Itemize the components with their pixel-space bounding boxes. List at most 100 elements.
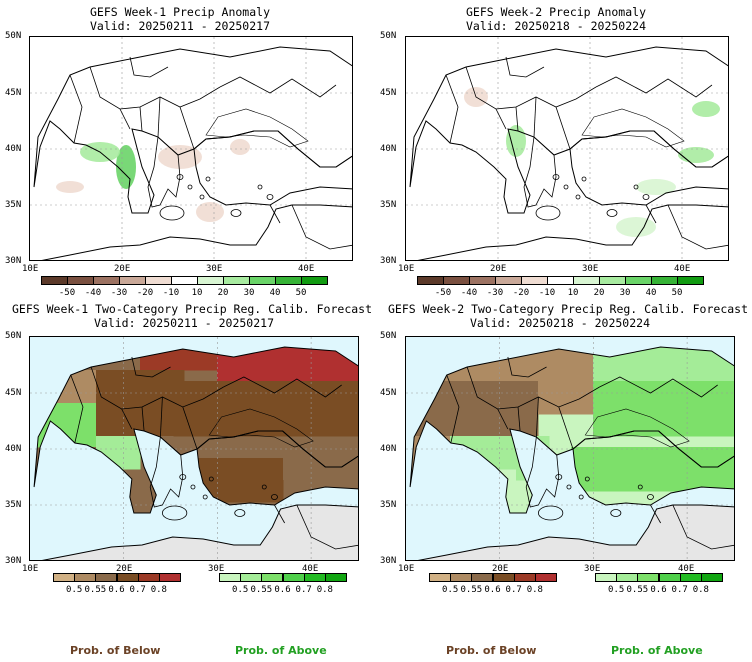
probability-cell (637, 414, 649, 426)
anomaly-patch (116, 145, 136, 189)
anomaly-patch (692, 101, 720, 117)
probability-cell (604, 480, 616, 492)
country-border (89, 66, 221, 110)
country-border (274, 504, 285, 524)
probability-cell (162, 403, 174, 415)
probability-cell (725, 469, 734, 481)
probability-cell (483, 370, 495, 382)
probability-cell (626, 458, 638, 470)
probability-cell (725, 425, 734, 437)
island (584, 476, 590, 482)
probability-cell (593, 392, 605, 404)
probability-cell (338, 458, 350, 470)
colorbar-label: -10 (538, 288, 556, 298)
probability-cell (703, 370, 715, 382)
probability-cell (703, 447, 715, 459)
probability-cell (461, 370, 473, 382)
colorbar-swatch (303, 573, 326, 582)
no-data-region (420, 505, 734, 560)
probability-cell (670, 480, 682, 492)
probability-cell (659, 359, 671, 371)
probability-cell (261, 348, 273, 360)
probability-cell (129, 414, 141, 426)
probability-cell (527, 370, 539, 382)
probability-cell (538, 436, 550, 448)
probability-cell (659, 348, 671, 360)
probability-cell (560, 348, 572, 360)
probability-cell (349, 392, 358, 404)
probability-cell (593, 425, 605, 437)
prob-above-colorbar: 0.5 0.55 0.6 0.7 0.8 (595, 573, 723, 595)
anomaly-patch (506, 125, 526, 157)
probability-cell (571, 403, 583, 415)
probability-cell (283, 392, 295, 404)
map-layer (406, 337, 734, 560)
probability-cell (593, 414, 605, 426)
probability-cell (250, 403, 262, 415)
probability-cell (250, 348, 262, 360)
probability-cell (714, 414, 726, 426)
country-border (70, 374, 84, 444)
probability-cell (129, 392, 141, 404)
colorbar-label: -30 (110, 288, 128, 298)
probability-cell (151, 392, 163, 404)
colorbar-swatch (651, 276, 678, 285)
probability-cell (327, 414, 339, 426)
probability-cell (294, 447, 306, 459)
probability-cell (349, 447, 358, 459)
probability-cell (670, 458, 682, 470)
probability-cell (283, 458, 295, 470)
probability-cell (162, 392, 174, 404)
country-border (179, 106, 195, 150)
probability-cell (129, 359, 141, 371)
probability-cell (305, 458, 317, 470)
coastline (572, 430, 734, 506)
island (563, 184, 569, 190)
probability-cell (527, 359, 539, 371)
colorbar-label: 0.5 (442, 585, 459, 595)
probability-cell (472, 381, 484, 393)
country-border (507, 356, 547, 378)
probability-cell (107, 359, 119, 371)
island (552, 174, 560, 180)
probability-cell (725, 480, 734, 492)
probability-cell (305, 447, 317, 459)
lat-label: 35N (380, 200, 397, 210)
probability-cell (637, 458, 649, 470)
probability-cell (272, 381, 284, 393)
probability-cell (349, 381, 358, 393)
probability-cell (195, 381, 207, 393)
colorbar-swatch (625, 276, 652, 285)
probability-cell (549, 370, 561, 382)
probability-cell (349, 458, 358, 470)
island (261, 484, 267, 490)
probability-cell (725, 392, 734, 404)
probability-cell (272, 480, 284, 492)
colorbar-label: 0.5 (66, 585, 83, 595)
probability-cell (118, 425, 130, 437)
probability-cell (250, 392, 262, 404)
probability-cell (604, 370, 616, 382)
prob-below-label: Prob. of Below (446, 644, 537, 657)
colorbar-label: -40 (84, 288, 102, 298)
prob-below-label: Prob. of Below (70, 644, 161, 657)
probability-cell (615, 447, 627, 459)
probability-cell (483, 425, 495, 437)
probability-cell (593, 403, 605, 415)
island (642, 194, 650, 200)
probability-cell (725, 447, 734, 459)
probability-cell (316, 469, 328, 481)
probability-cell (316, 381, 328, 393)
colorbar-label: 0.55 (626, 585, 649, 595)
anomaly-patch (56, 181, 84, 193)
island (179, 474, 187, 480)
probability-cell (283, 370, 295, 382)
colorbar-swatch (249, 276, 276, 285)
probability-cell (272, 414, 284, 426)
probability-cell (338, 359, 350, 371)
probability-cell (85, 370, 97, 382)
probability-cell (140, 392, 152, 404)
probability-cell (703, 469, 715, 481)
probability-cell (428, 403, 440, 415)
probability-cell (681, 392, 693, 404)
